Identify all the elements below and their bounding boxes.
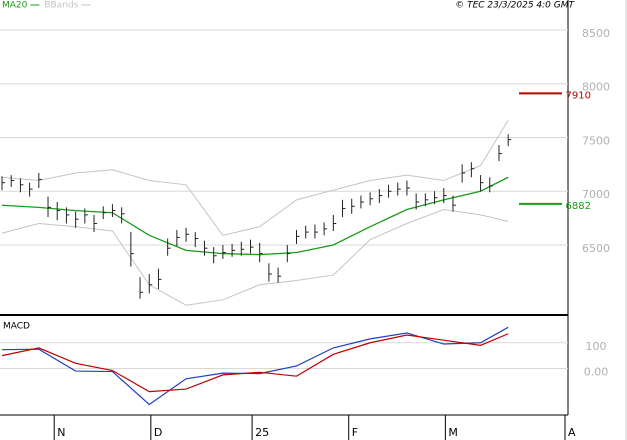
band-lower — [1, 208, 509, 306]
legend-label: MA20 — [2, 1, 28, 11]
y-tick-label: 0.00 — [584, 365, 609, 378]
y-tick-label: 7500 — [582, 134, 610, 147]
x-tick-label: F — [352, 426, 358, 439]
y-tick-label: 100 — [586, 340, 607, 353]
panel-title: MACD — [3, 322, 30, 332]
level-label: 6882 — [566, 201, 591, 212]
x-tick-label: 25 — [255, 426, 269, 439]
y-tick-label: 8000 — [582, 81, 610, 94]
x-tick-label: A — [568, 426, 576, 439]
macd-line — [1, 333, 509, 393]
x-tick-label: D — [154, 426, 162, 439]
band-upper — [1, 120, 509, 236]
x-tick-label: M — [448, 426, 458, 439]
level-label: 7910 — [566, 90, 591, 101]
x-tick-label: N — [57, 426, 65, 439]
source: © TEC 23/3/2025 4:0 GMT — [455, 1, 575, 11]
macd-line — [1, 326, 509, 406]
legend-label: BBands — [44, 1, 78, 11]
y-tick-label: 6500 — [582, 242, 610, 255]
y-tick-label: 8500 — [582, 27, 610, 40]
y-tick-label: 7000 — [582, 188, 610, 201]
